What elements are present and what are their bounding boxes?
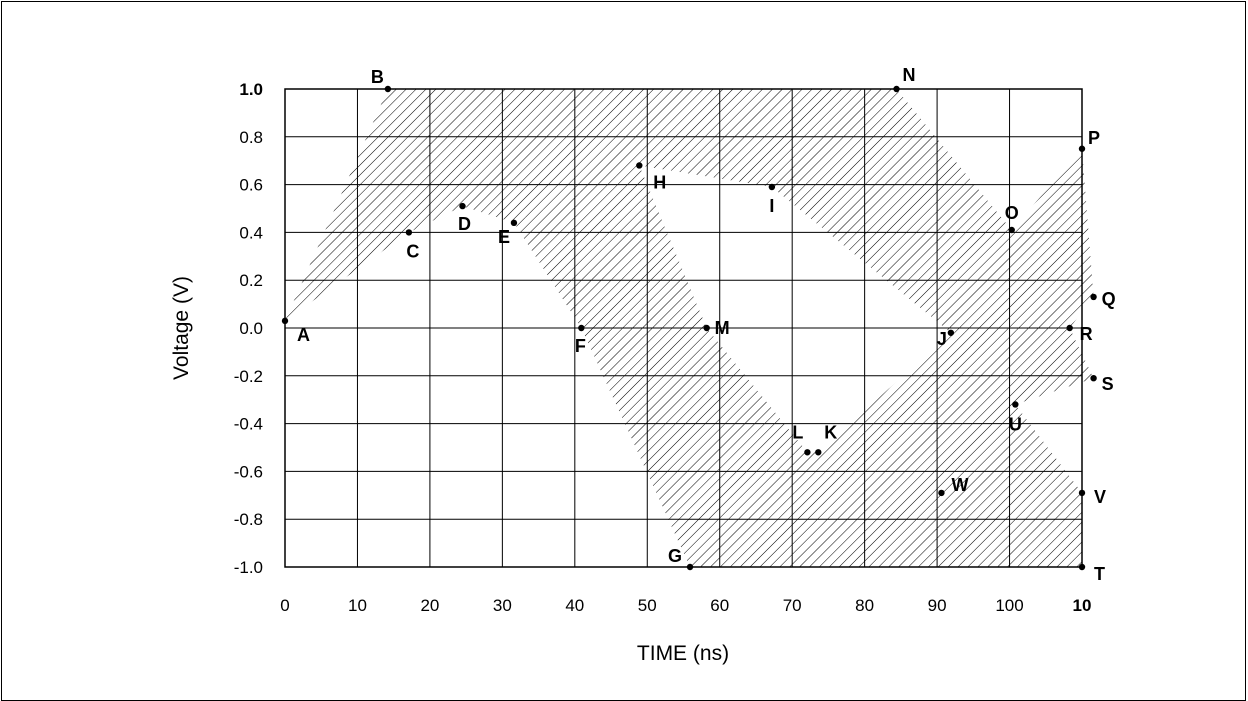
y-tick-label: -0.6 [234,462,263,481]
data-point-j [947,329,955,336]
x-axis-ticks: 0 10 20 30 40 50 60 70 80 90 100 10 [280,596,1091,615]
data-point-e [510,219,518,227]
x-tick-label: 70 [783,596,802,615]
data-point-g [686,563,694,571]
point-label-g: G [668,546,682,566]
point-label-k: K [824,422,837,442]
point-label-f: F [575,336,586,356]
data-point-i [768,183,776,191]
point-label-t: T [1094,564,1105,584]
data-point-v [1078,489,1086,497]
point-label-w: W [951,475,968,495]
point-label-d: D [458,214,471,234]
point-label-s: S [1102,374,1114,394]
plot-border [284,88,1083,568]
point-label-n: N [903,65,916,85]
data-point-b [384,85,392,93]
y-tick-label: -0.4 [234,415,263,434]
x-tick-label: 80 [855,596,874,615]
data-point-d [459,202,466,210]
point-label-c: C [406,241,419,261]
point-label-j: J [937,329,947,349]
data-point-o [1008,226,1015,234]
point-label-p: P [1088,128,1100,148]
point-label-v: V [1094,487,1106,507]
point-label-i: I [769,196,774,216]
y-tick-label: -0.2 [234,367,263,386]
data-point-c [405,229,413,236]
y-tick-label: 1.0 [239,80,263,99]
x-tick-label: 20 [420,596,439,615]
y-tick-label: -0.8 [234,510,263,529]
data-point-l [804,449,811,456]
y-axis-ticks: 1.0 0.8 0.6 0.4 0.2 0.0 -0.2 -0.4 -0.6 -0.8 -1.0 [234,80,263,577]
point-label-b: B [371,67,384,87]
data-point-h [636,162,643,169]
data-point-n [893,85,900,93]
y-tick-label: -1.0 [234,558,263,577]
x-tick-label: 40 [565,596,584,615]
x-tick-label: 10 [348,596,367,615]
data-point-f [578,324,585,332]
data-point-r [1066,324,1073,332]
point-label-m: M [715,318,730,338]
x-axis-title: TIME (ns) [637,642,729,665]
data-point-t [1078,563,1086,571]
y-tick-label: 0.0 [239,319,263,338]
x-tick-label: 0 [280,596,289,615]
point-label-h: H [653,172,666,192]
data-point-k [815,449,822,456]
point-label-q: Q [1102,289,1116,309]
plot-grid [284,88,1083,568]
x-tick-label: 50 [638,596,657,615]
data-points: A B C D E F G H I J K L M N O P QR S T U V W [281,65,1116,584]
point-label-r: R [1080,324,1093,344]
x-tick-label: 100 [995,596,1023,615]
point-label-a: A [297,325,310,345]
point-label-u: U [1009,414,1022,434]
data-point-m [703,324,710,332]
data-point-u [1012,401,1019,408]
y-axis-title: Voltage (V) [170,276,193,380]
point-label-l: L [792,422,803,442]
y-tick-label: 0.6 [239,176,263,195]
x-tick-label: 60 [710,596,729,615]
hatched-regions [285,89,1094,567]
data-point-s [1090,374,1097,382]
hatched-region-2 [514,165,1094,567]
x-tick-label: 10 [1073,596,1092,615]
x-tick-label: 30 [493,596,512,615]
data-point-w [938,489,945,497]
point-label-e: E [498,227,510,247]
data-point-a [281,317,289,325]
data-point-q [1090,293,1097,301]
x-tick-label: 90 [928,596,947,615]
y-tick-label: 0.8 [239,128,263,147]
point-label-o: O [1005,203,1019,223]
y-tick-label: 0.2 [239,271,263,290]
y-tick-label: 0.4 [239,223,263,242]
data-point-p [1078,145,1086,152]
hatched-region-1 [285,89,1094,333]
